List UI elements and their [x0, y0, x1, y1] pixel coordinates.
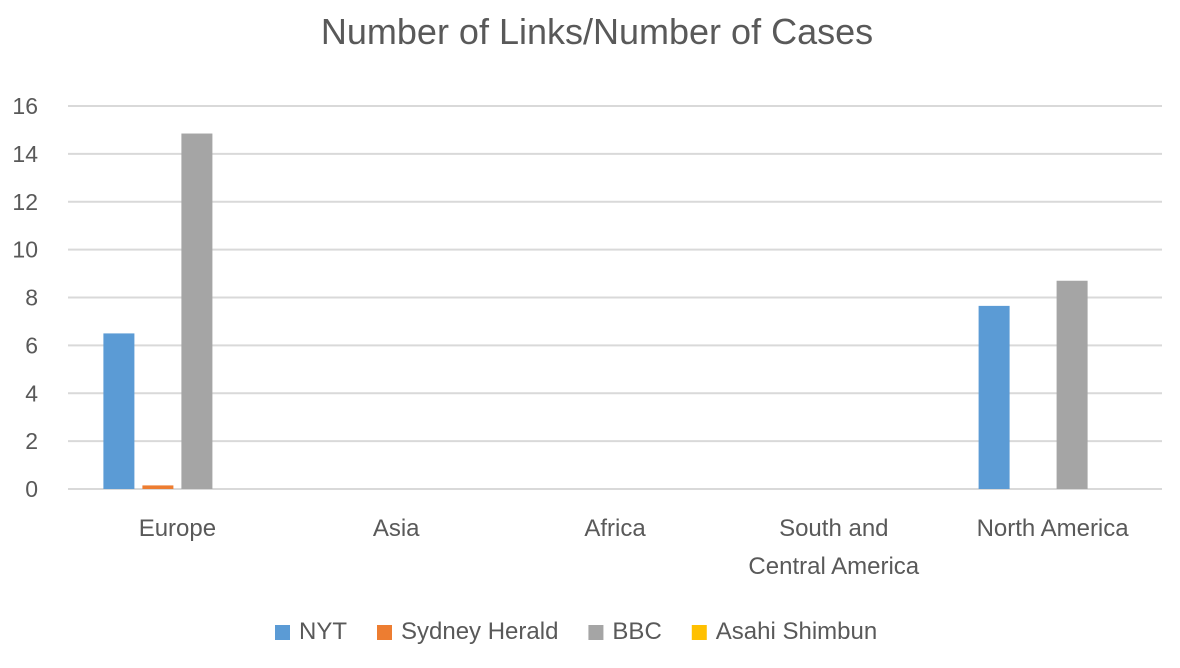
y-tick-label: 2	[25, 428, 38, 454]
y-tick-label: 10	[12, 237, 38, 263]
x-category-label: Europe	[139, 515, 216, 542]
bar-bbc	[181, 133, 213, 489]
y-tick-label: 0	[25, 476, 38, 502]
x-category-label-line: Africa	[584, 515, 646, 542]
bar-nyt	[978, 305, 1010, 489]
legend-label-asahi-shimbun: Asahi Shimbun	[716, 618, 877, 645]
y-tick-label: 6	[25, 332, 38, 358]
x-category-label-line: Central America	[748, 553, 919, 580]
x-category-label-line: South and	[779, 515, 888, 542]
legend: NYT Sydney Herald BBC Asahi Shimbun	[275, 618, 877, 645]
y-tick-label: 14	[12, 141, 38, 167]
x-category-label-line: Asia	[373, 515, 420, 542]
legend-swatch-asahi-shimbun	[691, 625, 707, 640]
bars	[103, 133, 1088, 489]
legend-swatch-bbc	[588, 625, 604, 640]
legend-label-nyt: NYT	[299, 618, 347, 645]
y-tick-label: 4	[25, 380, 38, 406]
chart-title: Number of Links/Number of Cases	[321, 11, 873, 52]
y-tick-label: 12	[12, 189, 38, 215]
gridlines	[68, 105, 1162, 490]
legend-swatch-sydney-herald	[377, 625, 392, 640]
legend-label-bbc: BBC	[612, 618, 661, 645]
legend-label-sydney-herald: Sydney Herald	[401, 618, 558, 645]
bar-sydney-herald	[142, 485, 174, 489]
x-category-label: South and Central America	[748, 515, 919, 580]
legend-swatch-nyt	[275, 625, 290, 640]
x-category-label-line: Europe	[139, 515, 216, 542]
x-category-label: Africa	[584, 515, 646, 542]
x-category-label-line: North America	[977, 515, 1130, 542]
y-tick-label: 8	[25, 285, 38, 311]
bar-nyt	[103, 333, 135, 489]
x-category-label: Asia	[373, 515, 420, 542]
bar-bbc	[1056, 280, 1088, 489]
y-tick-label: 16	[12, 93, 38, 119]
y-axis-ticks: 0 2 4 6 8 10 12 14 16	[12, 93, 38, 502]
x-category-label: North America	[977, 515, 1130, 542]
x-axis-categories: Europe Asia Africa South and Central America…	[139, 515, 1130, 580]
